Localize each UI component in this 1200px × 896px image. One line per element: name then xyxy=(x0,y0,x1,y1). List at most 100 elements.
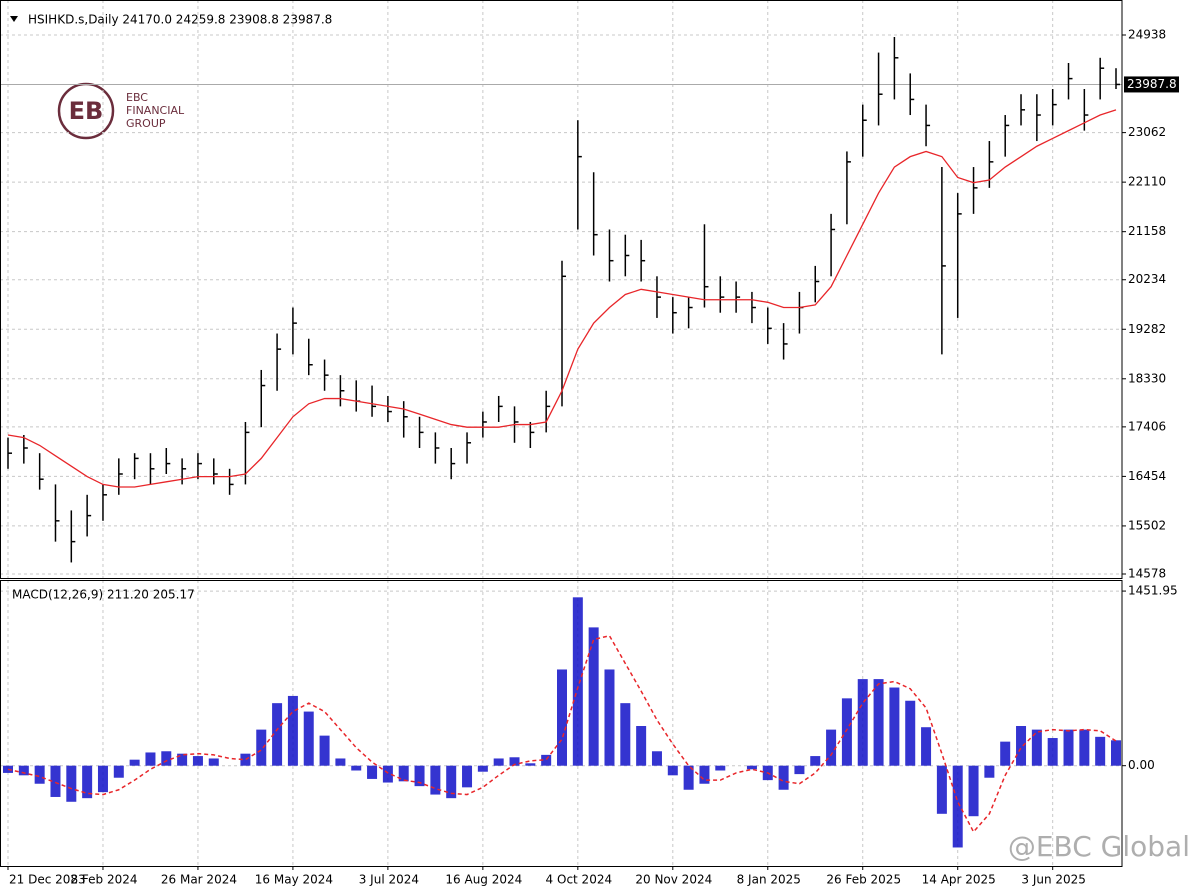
indicator-title: MACD(12,26,9) 211.20 205.17 xyxy=(12,588,195,602)
histogram-bar xyxy=(493,758,504,766)
logo-text: EBC xyxy=(126,91,148,104)
histogram-bar xyxy=(984,765,995,778)
y-tick-label: 17406 xyxy=(1128,419,1166,433)
histogram-bar xyxy=(97,765,108,793)
histogram-bar xyxy=(382,765,393,783)
histogram-bar xyxy=(18,765,29,776)
x-tick-label: 3 Jul 2024 xyxy=(359,873,419,887)
last-price-label: 23987.8 xyxy=(1127,77,1177,91)
histogram-bar xyxy=(208,758,219,766)
histogram-bar xyxy=(477,765,488,772)
histogram-bar xyxy=(50,765,61,797)
histogram-bar xyxy=(778,765,789,790)
histogram-bar xyxy=(699,765,710,784)
title-arrow xyxy=(10,16,18,22)
histogram-bar xyxy=(810,756,821,766)
y-tick-label: 14578 xyxy=(1128,566,1166,580)
histogram-bar xyxy=(66,765,77,802)
histogram-bar xyxy=(1000,741,1011,766)
histogram-bar xyxy=(588,627,599,766)
x-tick-label: 16 Aug 2024 xyxy=(445,873,522,887)
signal-line xyxy=(7,634,1117,834)
histogram-bar xyxy=(525,763,536,766)
last-price-box xyxy=(1124,76,1179,93)
histogram-bar xyxy=(240,753,251,766)
histogram-bar xyxy=(651,751,662,766)
logo-text: GROUP xyxy=(126,117,166,130)
histogram-bar xyxy=(841,698,852,766)
logo-mark: EB xyxy=(69,97,104,125)
y-tick-label: 1451.95 xyxy=(1128,584,1178,598)
histogram-bar xyxy=(746,765,757,770)
histogram-bar xyxy=(1095,736,1106,766)
y-tick-label: 15502 xyxy=(1128,518,1166,532)
x-tick-label: 4 Oct 2024 xyxy=(546,873,613,887)
histogram-bar xyxy=(272,703,283,766)
histogram-bar xyxy=(557,669,567,766)
histogram-bar xyxy=(968,765,979,817)
x-tick-label: 26 Mar 2024 xyxy=(161,873,237,887)
histogram-bar xyxy=(667,765,678,776)
y-tick-label: 23062 xyxy=(1128,125,1166,139)
histogram-bar xyxy=(509,757,520,766)
x-tick-label: 8 Feb 2024 xyxy=(70,873,137,887)
histogram-bar xyxy=(826,729,837,766)
y-tick-label: 22110 xyxy=(1128,175,1166,189)
y-tick-label: 18330 xyxy=(1128,371,1166,385)
histogram-bar xyxy=(145,752,156,766)
histogram-bar xyxy=(319,735,330,766)
x-tick-label: 21 Dec 2023 xyxy=(9,873,86,887)
x-tick-label: 14 Apr 2025 xyxy=(922,873,996,887)
histogram-bar xyxy=(34,765,45,784)
histogram-bar xyxy=(367,765,378,779)
histogram-bar xyxy=(398,765,409,782)
histogram-bar xyxy=(604,669,615,766)
histogram-bar xyxy=(921,727,932,766)
x-tick-label: 26 Feb 2025 xyxy=(826,873,901,887)
watermark: @EBC Global xyxy=(1008,830,1190,863)
histogram-bar xyxy=(794,765,805,775)
histogram-bar xyxy=(303,711,314,766)
x-tick-label: 3 Jun 2025 xyxy=(1021,873,1086,887)
histogram-bar xyxy=(82,765,93,799)
histogram-bar xyxy=(129,759,140,766)
histogram-bar xyxy=(952,765,963,848)
histogram-bar xyxy=(446,765,457,799)
histogram-bar xyxy=(715,765,726,771)
histogram-bar xyxy=(1063,729,1074,766)
histogram-bar xyxy=(414,765,425,787)
y-tick-label: 21158 xyxy=(1128,224,1166,238)
histogram-bar xyxy=(857,679,868,766)
histogram-bar xyxy=(1079,729,1090,766)
histogram-bar xyxy=(636,726,647,766)
chart-title: HSIHKD.s,Daily 24170.0 24259.8 23908.8 2… xyxy=(28,13,332,27)
y-tick-label: 24938 xyxy=(1128,28,1166,42)
histogram-bar xyxy=(256,729,267,766)
histogram-bar xyxy=(462,765,473,788)
histogram-bar xyxy=(287,695,298,766)
y-tick-label: 0.00 xyxy=(1128,758,1155,772)
histogram-bar xyxy=(335,758,346,766)
histogram-bar xyxy=(1016,726,1027,766)
histogram-bar xyxy=(1031,729,1042,766)
y-tick-label: 20234 xyxy=(1128,272,1166,286)
panel-border xyxy=(0,580,1123,867)
histogram-bar xyxy=(113,765,124,778)
logo-text: FINANCIAL xyxy=(126,104,185,117)
x-tick-label: 16 May 2024 xyxy=(255,873,333,887)
histogram-bar xyxy=(889,687,900,766)
histogram-bar xyxy=(161,751,172,766)
histogram-bar xyxy=(936,765,947,814)
moving-average xyxy=(7,109,1117,488)
histogram-bar xyxy=(430,765,441,795)
x-tick-label: 20 Nov 2024 xyxy=(635,873,712,887)
x-tick-label: 8 Jan 2025 xyxy=(737,873,801,887)
histogram-bar xyxy=(192,756,203,766)
histogram-bar xyxy=(683,765,694,790)
histogram-bar xyxy=(873,679,884,766)
histogram-bar xyxy=(1047,738,1058,766)
histogram-bar xyxy=(351,765,362,771)
